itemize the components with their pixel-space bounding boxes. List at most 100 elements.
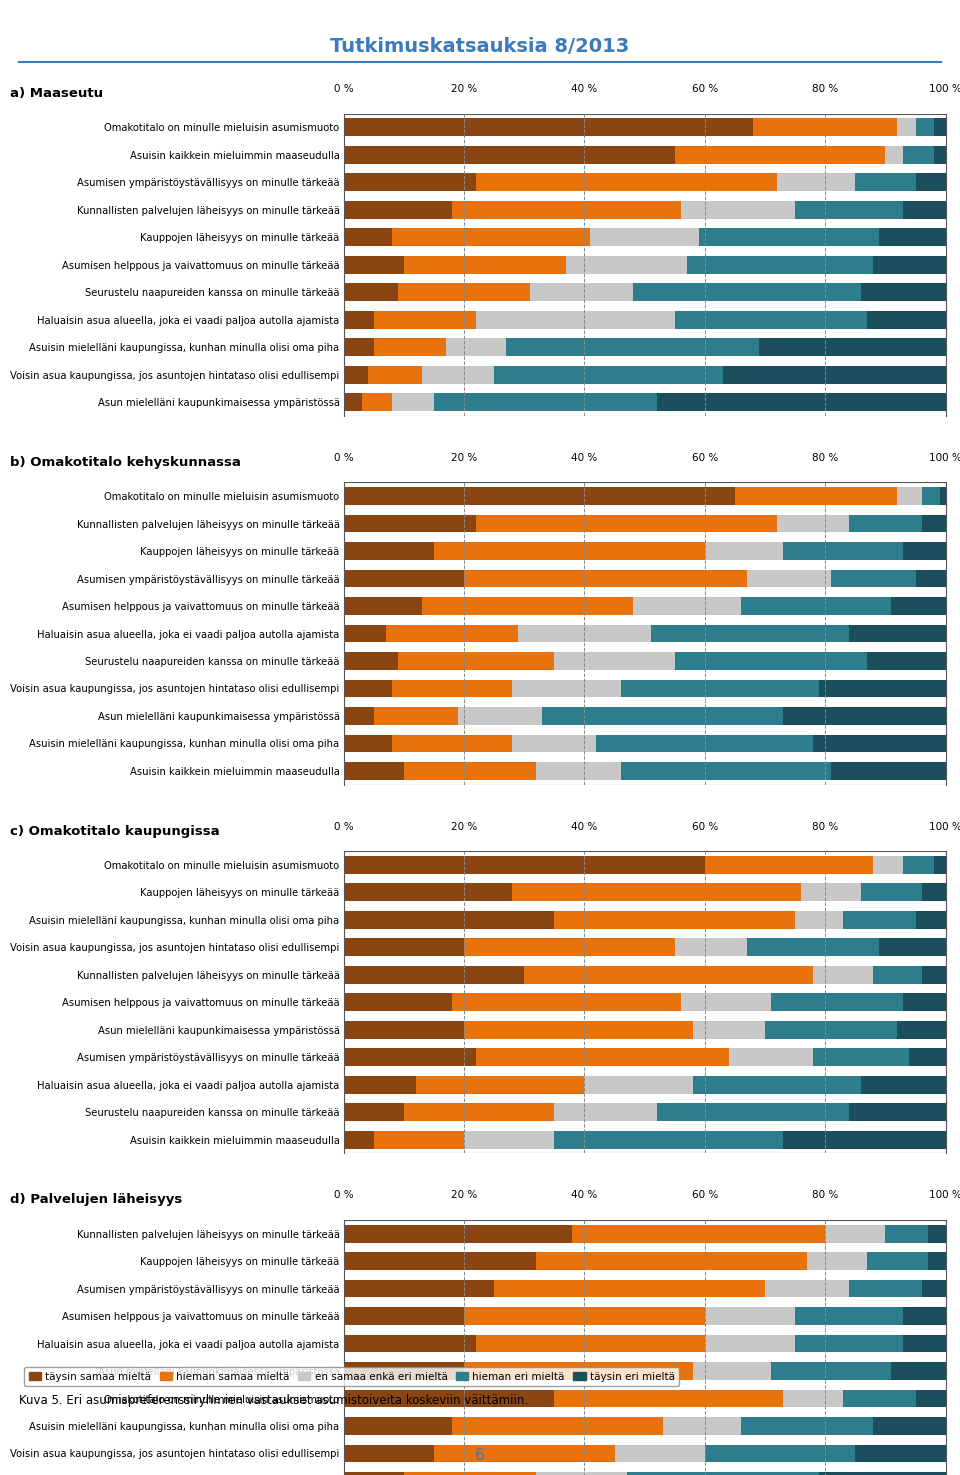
Bar (416, 1075, 585, 1093)
Bar (344, 394, 362, 412)
Text: 0 %: 0 % (334, 453, 353, 463)
Bar (681, 993, 771, 1012)
Bar (705, 543, 783, 560)
Bar (344, 735, 392, 752)
Bar (434, 1444, 614, 1462)
Bar (344, 680, 392, 698)
Bar (903, 1335, 946, 1353)
Text: b) Omakotitalo kehyskunnassa: b) Omakotitalo kehyskunnassa (10, 456, 240, 469)
Bar (344, 884, 513, 901)
Bar (392, 229, 590, 246)
Bar (826, 1224, 885, 1242)
Bar (771, 1361, 892, 1381)
Bar (344, 569, 464, 587)
Bar (554, 912, 795, 929)
Bar (747, 938, 879, 956)
Bar (344, 993, 452, 1012)
Bar (795, 201, 903, 218)
Bar (898, 1021, 946, 1038)
Bar (723, 366, 946, 384)
Bar (693, 1021, 765, 1038)
Text: a) Maaseutu: a) Maaseutu (10, 87, 103, 100)
Bar (344, 1335, 476, 1353)
Bar (344, 174, 476, 192)
Bar (344, 1049, 476, 1066)
Bar (759, 338, 946, 355)
Text: 60 %: 60 % (692, 453, 718, 463)
Bar (807, 1252, 867, 1270)
Bar (513, 735, 596, 752)
Bar (843, 1389, 916, 1407)
Text: 60 %: 60 % (692, 822, 718, 832)
Bar (933, 118, 946, 136)
Bar (530, 283, 633, 301)
Text: 80 %: 80 % (812, 822, 838, 832)
Bar (879, 229, 946, 246)
Bar (729, 1049, 813, 1066)
Bar (386, 624, 518, 643)
Bar (675, 311, 867, 329)
Bar (344, 255, 404, 274)
Bar (373, 311, 476, 329)
Bar (922, 487, 940, 504)
Bar (585, 1075, 693, 1093)
Bar (874, 966, 922, 984)
Bar (373, 1131, 464, 1149)
Text: 60 %: 60 % (692, 84, 718, 94)
Bar (916, 569, 946, 587)
Bar (554, 652, 675, 670)
Text: 20 %: 20 % (451, 453, 477, 463)
Bar (566, 255, 686, 274)
Bar (344, 146, 675, 164)
Bar (344, 283, 397, 301)
Bar (861, 884, 922, 901)
Bar (344, 1021, 464, 1038)
Bar (741, 597, 892, 615)
Bar (675, 652, 867, 670)
Bar (344, 1103, 404, 1121)
Bar (633, 283, 861, 301)
Bar (506, 338, 759, 355)
Bar (705, 1444, 855, 1462)
Bar (843, 912, 916, 929)
Bar (705, 855, 874, 873)
Bar (903, 993, 946, 1012)
Bar (933, 146, 946, 164)
Bar (494, 1280, 765, 1298)
Bar (783, 1389, 843, 1407)
Bar (855, 174, 916, 192)
Bar (344, 938, 464, 956)
Bar (802, 884, 861, 901)
Bar (464, 1021, 693, 1038)
Bar (464, 938, 675, 956)
Bar (686, 255, 874, 274)
Bar (693, 1075, 861, 1093)
Bar (344, 652, 397, 670)
Bar (476, 311, 675, 329)
Bar (922, 1280, 946, 1298)
Bar (867, 1252, 927, 1270)
Bar (344, 1417, 452, 1435)
Text: 40 %: 40 % (571, 1190, 597, 1201)
Bar (916, 912, 946, 929)
Bar (699, 229, 879, 246)
Bar (922, 515, 946, 532)
Text: Tutkimuskatsauksia 8/2013: Tutkimuskatsauksia 8/2013 (330, 37, 630, 56)
Bar (819, 1472, 946, 1475)
Text: d) Palvelujen läheisyys: d) Palvelujen läheisyys (10, 1193, 181, 1207)
Bar (783, 543, 903, 560)
Bar (813, 735, 946, 752)
Bar (753, 118, 898, 136)
Bar (554, 1103, 657, 1121)
Text: 20 %: 20 % (451, 84, 477, 94)
Bar (344, 515, 476, 532)
Bar (783, 707, 946, 724)
Bar (795, 1307, 903, 1325)
Bar (344, 1075, 416, 1093)
Bar (771, 993, 903, 1012)
Bar (344, 597, 422, 615)
Bar (633, 597, 741, 615)
Bar (927, 1252, 946, 1270)
Bar (777, 515, 850, 532)
Bar (693, 1361, 771, 1381)
